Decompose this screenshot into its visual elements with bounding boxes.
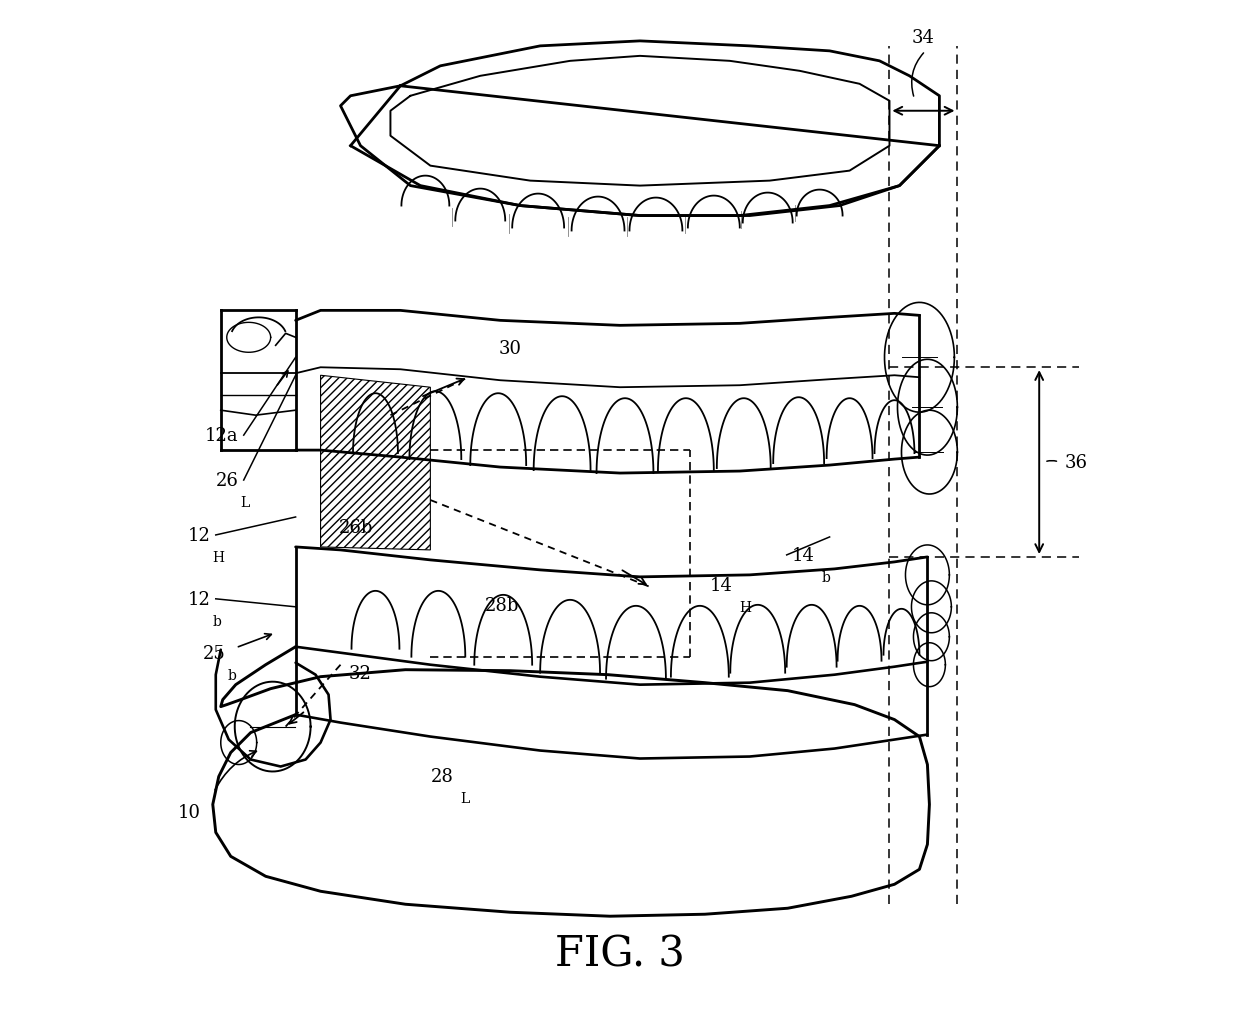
Text: L: L: [241, 495, 250, 510]
Text: H: H: [740, 601, 751, 615]
Text: L: L: [460, 792, 470, 806]
Text: 25: 25: [203, 644, 226, 662]
Text: b: b: [228, 668, 237, 682]
Text: 14: 14: [709, 576, 733, 594]
Text: 10: 10: [177, 804, 201, 822]
Text: 26b: 26b: [339, 519, 373, 537]
Text: 34: 34: [911, 29, 935, 47]
Text: 14: 14: [791, 546, 815, 564]
Text: b: b: [213, 615, 222, 628]
Text: 36: 36: [1064, 454, 1087, 471]
Text: 12a: 12a: [205, 427, 239, 445]
Text: 28b: 28b: [485, 596, 520, 615]
Text: 28: 28: [430, 767, 454, 786]
Text: H: H: [213, 550, 224, 564]
Text: 26: 26: [216, 471, 239, 489]
Text: 30: 30: [498, 340, 522, 358]
Text: FIG. 3: FIG. 3: [556, 932, 684, 975]
Text: 32: 32: [348, 664, 372, 682]
Text: 12: 12: [188, 527, 211, 544]
Text: 12: 12: [188, 590, 211, 609]
Text: b: b: [822, 570, 831, 584]
